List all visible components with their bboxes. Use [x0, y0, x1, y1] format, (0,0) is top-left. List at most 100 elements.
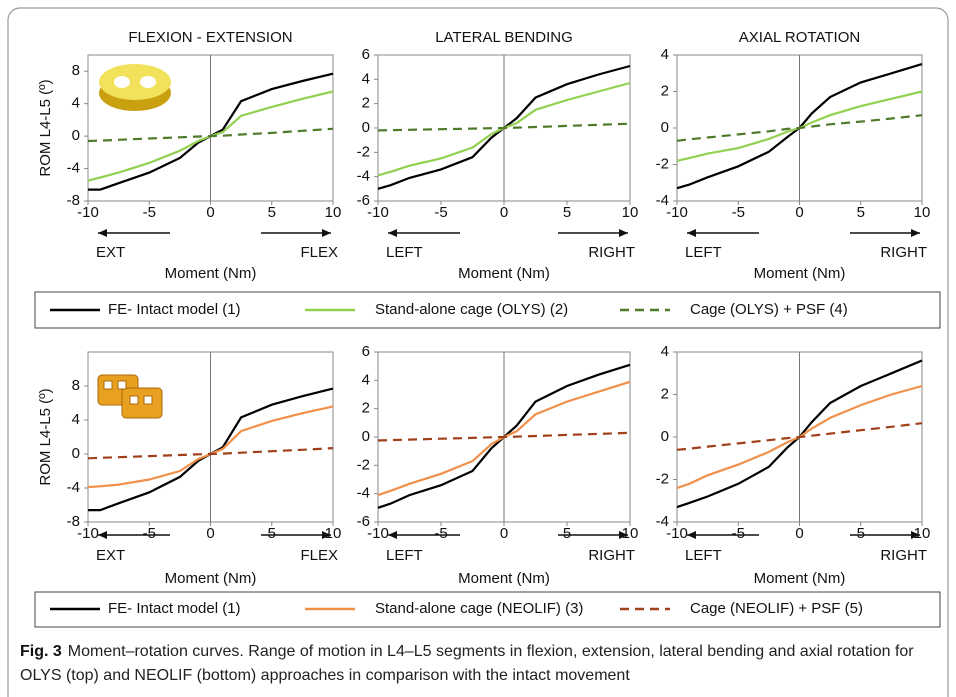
y-tick-label: -4	[357, 485, 370, 502]
arrow-head	[98, 229, 107, 237]
arrow-head	[687, 531, 696, 539]
direction-label: RIGHT	[880, 547, 927, 564]
y-tick-label: 0	[362, 119, 370, 136]
caption-label: Fig. 3	[20, 643, 62, 660]
x-tick-label: 0	[500, 204, 508, 221]
x-axis-label: Moment (Nm)	[165, 265, 257, 282]
x-axis-label: Moment (Nm)	[754, 265, 846, 282]
y-tick-label: 8	[72, 62, 80, 79]
arrow-head	[98, 531, 107, 539]
chart-figure: FLEXION - EXTENSION-8-4048-10-50510EXTFL…	[0, 0, 956, 697]
direction-label: LEFT	[386, 244, 423, 261]
legend-label: Cage (NEOLIF) + PSF (5)	[690, 600, 863, 617]
x-axis-label: Moment (Nm)	[458, 265, 550, 282]
legend-label: FE- Intact model (1)	[108, 600, 241, 617]
x-tick-label: -5	[143, 204, 156, 221]
x-tick-label: -10	[77, 525, 99, 542]
x-tick-label: 10	[622, 204, 639, 221]
y-tick-label: 8	[72, 377, 80, 394]
x-tick-label: -5	[143, 525, 156, 542]
y-tick-label: -4	[67, 479, 80, 496]
x-tick-label: 0	[206, 525, 214, 542]
direction-label: LEFT	[386, 547, 423, 564]
x-tick-label: 5	[857, 204, 865, 221]
y-tick-label: -2	[656, 155, 669, 172]
direction-label: RIGHT	[588, 244, 635, 261]
direction-label: EXT	[96, 244, 125, 261]
x-tick-label: 5	[563, 525, 571, 542]
caption-text: Moment–rotation curves. Range of motion …	[20, 643, 914, 684]
legend-label: FE- Intact model (1)	[108, 301, 241, 318]
y-tick-label: 4	[661, 46, 669, 63]
y-tick-label: 0	[72, 445, 80, 462]
x-axis-label: Moment (Nm)	[754, 570, 846, 587]
y-tick-label: -2	[656, 470, 669, 487]
x-tick-label: 0	[500, 525, 508, 542]
x-tick-label: -10	[367, 204, 389, 221]
direction-label: LEFT	[685, 244, 722, 261]
x-tick-label: -10	[666, 204, 688, 221]
x-tick-label: -10	[666, 525, 688, 542]
x-tick-label: 5	[857, 525, 865, 542]
y-tick-label: -4	[357, 168, 370, 185]
y-tick-label: 4	[661, 343, 669, 360]
arrow-head	[619, 229, 628, 237]
y-tick-label: 0	[362, 428, 370, 445]
x-tick-label: -5	[434, 525, 447, 542]
x-tick-label: 10	[325, 204, 342, 221]
arrow-head	[911, 229, 920, 237]
x-tick-label: 0	[206, 204, 214, 221]
y-tick-label: 0	[72, 127, 80, 144]
direction-label: FLEX	[300, 547, 338, 564]
y-tick-label: 0	[661, 428, 669, 445]
y-tick-label: 2	[661, 385, 669, 402]
y-tick-label: 6	[362, 46, 370, 63]
y-tick-label: 2	[362, 400, 370, 417]
x-tick-label: -10	[77, 204, 99, 221]
x-tick-label: -5	[732, 525, 745, 542]
x-tick-label: -5	[434, 204, 447, 221]
x-axis-label: Moment (Nm)	[165, 570, 257, 587]
y-tick-label: 4	[362, 70, 370, 87]
arrow-head	[388, 229, 397, 237]
direction-label: EXT	[96, 547, 125, 564]
y-tick-label: -2	[357, 143, 370, 160]
y-tick-label: 2	[661, 82, 669, 99]
chart-title: AXIAL ROTATION	[739, 29, 860, 46]
legend-label: Stand-alone cage (OLYS) (2)	[375, 301, 568, 318]
y-tick-label: -4	[67, 160, 80, 177]
direction-label: RIGHT	[880, 244, 927, 261]
y-tick-label: 0	[661, 119, 669, 136]
x-tick-label: 5	[268, 204, 276, 221]
y-tick-label: 6	[362, 343, 370, 360]
direction-label: FLEX	[300, 244, 338, 261]
y-tick-label: -2	[357, 456, 370, 473]
y-tick-label: 4	[72, 95, 80, 112]
x-tick-label: -10	[367, 525, 389, 542]
legend-label: Cage (OLYS) + PSF (4)	[690, 301, 848, 318]
arrow-head	[687, 229, 696, 237]
arrow-head	[322, 229, 331, 237]
arrow-head	[388, 531, 397, 539]
x-tick-label: 0	[795, 204, 803, 221]
x-tick-label: 5	[563, 204, 571, 221]
chart-title: FLEXION - EXTENSION	[128, 29, 292, 46]
legend-label: Stand-alone cage (NEOLIF) (3)	[375, 600, 583, 617]
figure: FLEXION - EXTENSION-8-4048-10-50510EXTFL…	[0, 0, 956, 697]
direction-label: LEFT	[685, 547, 722, 564]
x-tick-label: 5	[268, 525, 276, 542]
y-axis-label: ROM L4-L5 (º)	[37, 388, 54, 485]
y-tick-label: 4	[72, 411, 80, 428]
chart-title: LATERAL BENDING	[435, 29, 573, 46]
x-tick-label: 0	[795, 525, 803, 542]
x-tick-label: -5	[732, 204, 745, 221]
x-tick-label: 10	[914, 204, 931, 221]
cage-icon	[99, 64, 171, 111]
y-tick-label: 2	[362, 95, 370, 112]
x-axis-label: Moment (Nm)	[458, 570, 550, 587]
y-axis-label: ROM L4-L5 (º)	[37, 79, 54, 176]
cage-icon	[98, 375, 162, 418]
direction-label: RIGHT	[588, 547, 635, 564]
y-tick-label: 4	[362, 371, 370, 388]
